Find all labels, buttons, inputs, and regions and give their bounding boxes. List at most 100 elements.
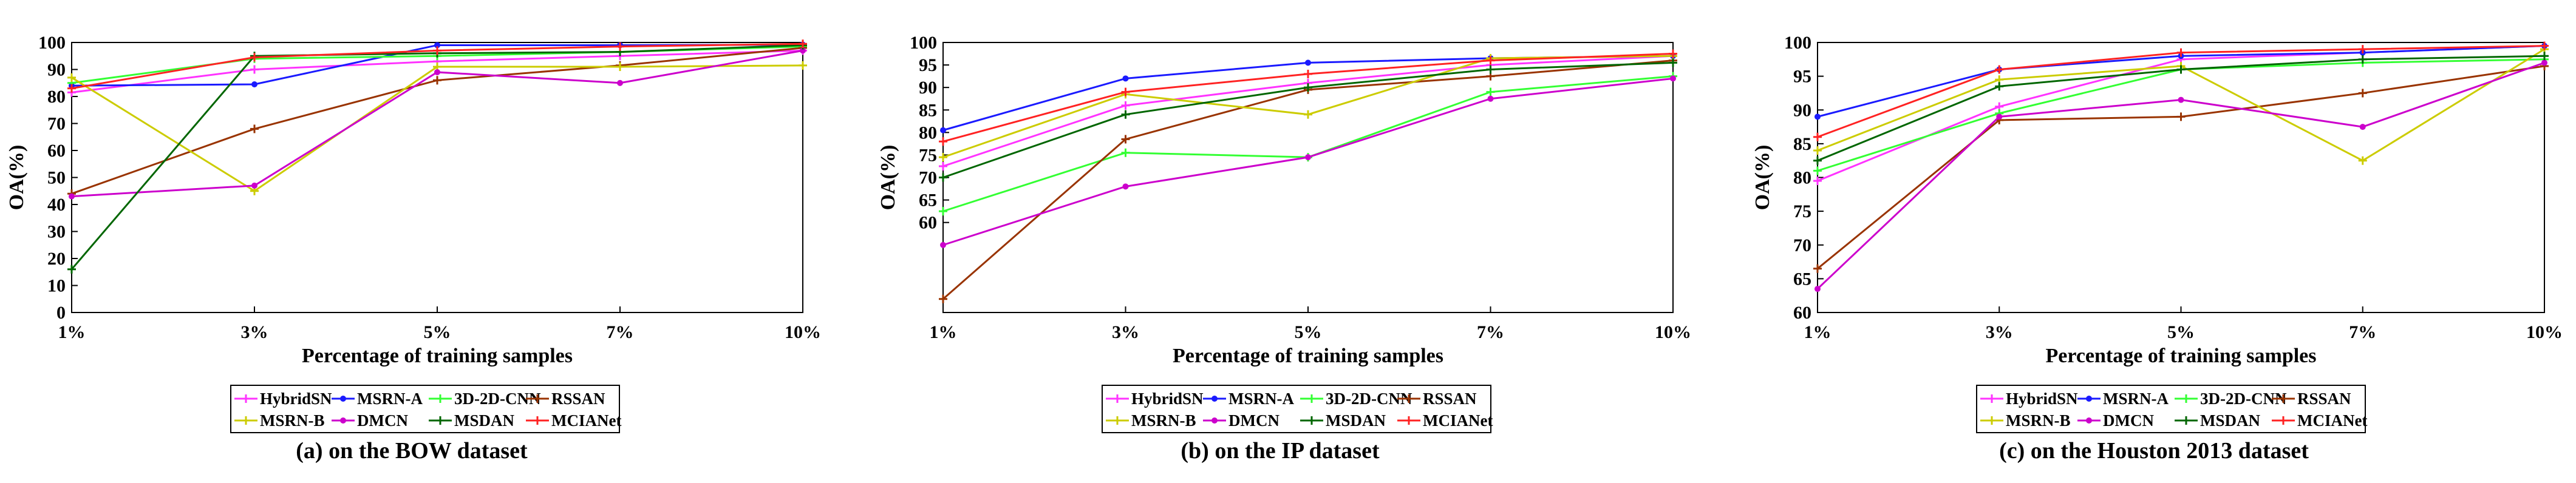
- data-point: [940, 242, 946, 248]
- data-point: [1122, 75, 1129, 82]
- x-tick-label: 7%: [607, 322, 634, 342]
- data-point: [1813, 177, 1822, 186]
- y-tick-label: 80: [1793, 168, 1811, 188]
- data-point: [939, 173, 947, 182]
- y-tick-label: 95: [919, 55, 937, 75]
- y-tick-label: 90: [47, 60, 66, 80]
- legend-marker: [1211, 417, 1218, 424]
- series-dmcn: [69, 47, 806, 200]
- legend-entry: MSDAN: [2175, 411, 2260, 430]
- y-tick-label: 100: [1784, 33, 1811, 53]
- legend-entry: HybridSN: [1106, 390, 1204, 408]
- series-msdan: [67, 41, 807, 274]
- data-point: [434, 42, 440, 49]
- legend-marker: [436, 416, 445, 425]
- legend-marker: [1113, 394, 1122, 403]
- data-point: [2540, 52, 2549, 61]
- data-point: [251, 182, 257, 189]
- legend-label: DMCN: [1228, 411, 1279, 430]
- legend-label: MCIANet: [1423, 411, 1493, 430]
- y-tick-label: 40: [47, 195, 66, 215]
- data-point: [434, 69, 440, 75]
- y-tick-label: 0: [56, 303, 66, 323]
- y-tick-label: 80: [919, 123, 937, 143]
- legend-label: MSDAN: [2200, 411, 2260, 430]
- x-tick-label: 5%: [424, 322, 451, 342]
- data-point: [1122, 183, 1129, 190]
- legend-marker: [1113, 416, 1122, 425]
- legend-marker: [242, 416, 250, 425]
- data-point: [1121, 135, 1130, 144]
- legend-box: [1976, 385, 2366, 433]
- legend-marker: [533, 394, 542, 403]
- data-point: [799, 39, 807, 49]
- series-mcianet: [1813, 41, 2549, 141]
- legend-entry: HybridSN: [234, 390, 332, 408]
- data-point: [2176, 65, 2186, 74]
- legend-entry: HybridSN: [1980, 390, 2078, 408]
- legend-entry: DMCN: [1203, 411, 1279, 430]
- data-point: [617, 79, 623, 86]
- legend-marker: [1307, 394, 1316, 403]
- x-tick-label: 10%: [1655, 322, 1691, 342]
- x-tick-label: 3%: [241, 322, 268, 342]
- legend-label: MSRN-B: [1131, 411, 1196, 430]
- data-point: [2358, 156, 2367, 165]
- panel-caption: (c) on the Houston 2013 dataset: [1999, 438, 2309, 464]
- data-point: [2541, 59, 2547, 66]
- data-point: [433, 76, 441, 85]
- y-tick-label: 100: [910, 33, 937, 53]
- legend-marker: [1405, 394, 1413, 403]
- series-msrn-b: [67, 61, 807, 195]
- data-point: [1814, 286, 1821, 292]
- data-point: [1304, 83, 1312, 92]
- data-point: [1670, 75, 1676, 82]
- data-point: [1304, 69, 1312, 78]
- legend-label: RSSAN: [1423, 390, 1477, 408]
- y-tick-label: 100: [38, 33, 66, 53]
- y-tick-label: 70: [919, 168, 937, 188]
- data-point: [799, 61, 807, 70]
- legend-label: MSDAN: [454, 411, 514, 430]
- data-point: [67, 265, 76, 274]
- legend-box: [230, 385, 620, 433]
- legend-label: HybridSN: [260, 390, 332, 408]
- legend-marker: [2086, 417, 2092, 424]
- y-tick-label: 65: [919, 191, 937, 211]
- y-tick-label: 10: [47, 276, 66, 296]
- legend-label: HybridSN: [2006, 390, 2078, 408]
- y-tick-label: 60: [47, 141, 66, 161]
- series-mcianet: [67, 39, 807, 93]
- y-tick-label: 95: [1793, 67, 1811, 87]
- data-point: [250, 65, 259, 74]
- series-line: [942, 59, 1674, 300]
- legend-entry: DMCN: [2077, 411, 2154, 430]
- data-point: [940, 127, 946, 133]
- data-point: [939, 137, 947, 146]
- data-point: [616, 42, 624, 51]
- legend-entry: MSRN-B: [1106, 411, 1196, 430]
- legend-marker: [1988, 416, 1996, 425]
- y-tick-label: 75: [919, 145, 937, 165]
- x-axis-label: Percentage of training samples: [2045, 345, 2316, 367]
- data-point: [939, 294, 947, 303]
- legend-marker: [2279, 416, 2288, 425]
- series-msrn-b: [939, 52, 1677, 162]
- series-dmcn: [940, 75, 1676, 248]
- panel-caption: (a) on the BOW dataset: [296, 438, 528, 464]
- legend-marker: [436, 394, 445, 403]
- y-tick-label: 85: [919, 100, 937, 120]
- data-point: [2178, 96, 2184, 103]
- data-point: [67, 84, 76, 93]
- legend-entry: MCIANet: [1397, 411, 1493, 430]
- data-point: [2359, 124, 2366, 130]
- data-point: [1813, 132, 1822, 141]
- y-tick-label: 70: [1793, 235, 1811, 255]
- data-point: [1305, 59, 1311, 66]
- chart-panel-1: 0 10 20 30 40 50 60 70 80 90 100 1% 3% 5% 7% 10% Percent…: [5, 33, 821, 464]
- data-point: [1486, 87, 1495, 96]
- y-tick-label: 90: [1793, 100, 1811, 120]
- data-point: [1121, 148, 1130, 157]
